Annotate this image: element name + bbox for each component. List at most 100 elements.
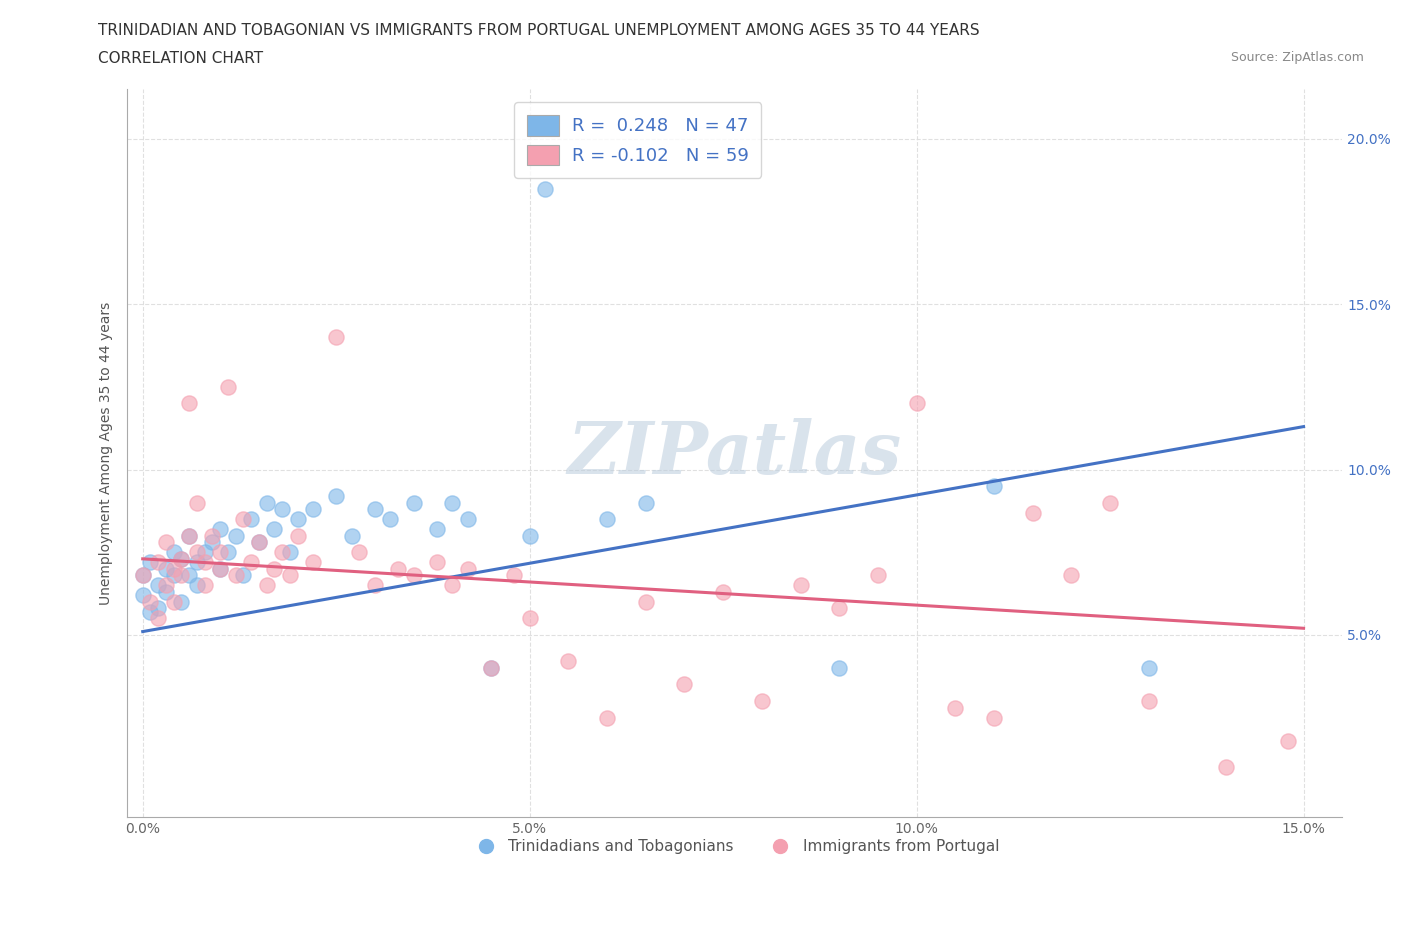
- Point: [519, 611, 541, 626]
- Point: [179, 528, 201, 543]
- Point: [287, 528, 309, 543]
- Point: [828, 660, 851, 675]
- Point: [163, 545, 186, 560]
- Point: [457, 512, 479, 526]
- Point: [225, 528, 247, 543]
- Point: [340, 528, 363, 543]
- Point: [163, 594, 186, 609]
- Point: [155, 562, 177, 577]
- Point: [557, 654, 579, 669]
- Point: [148, 554, 170, 569]
- Point: [1277, 733, 1299, 748]
- Text: CORRELATION CHART: CORRELATION CHART: [98, 51, 263, 66]
- Point: [479, 660, 502, 675]
- Point: [201, 535, 224, 550]
- Point: [209, 522, 232, 537]
- Point: [1060, 568, 1083, 583]
- Point: [1021, 505, 1043, 520]
- Legend: Trinidadians and Tobagonians, Immigrants from Portugal: Trinidadians and Tobagonians, Immigrants…: [464, 832, 1005, 860]
- Point: [387, 562, 409, 577]
- Point: [711, 584, 734, 599]
- Point: [232, 568, 254, 583]
- Point: [179, 396, 201, 411]
- Point: [186, 578, 208, 592]
- Point: [751, 694, 773, 709]
- Point: [179, 568, 201, 583]
- Point: [240, 554, 263, 569]
- Point: [441, 578, 464, 592]
- Point: [209, 562, 232, 577]
- Point: [1099, 495, 1122, 510]
- Text: Source: ZipAtlas.com: Source: ZipAtlas.com: [1230, 51, 1364, 64]
- Point: [217, 379, 239, 394]
- Point: [170, 551, 193, 566]
- Point: [139, 604, 162, 619]
- Point: [209, 562, 232, 577]
- Point: [634, 594, 657, 609]
- Point: [534, 181, 557, 196]
- Point: [828, 601, 851, 616]
- Point: [325, 330, 347, 345]
- Point: [247, 535, 270, 550]
- Point: [271, 545, 294, 560]
- Point: [402, 495, 425, 510]
- Point: [232, 512, 254, 526]
- Point: [325, 488, 347, 503]
- Point: [186, 554, 208, 569]
- Point: [155, 535, 177, 550]
- Point: [155, 584, 177, 599]
- Point: [426, 554, 449, 569]
- Point: [148, 611, 170, 626]
- Point: [155, 578, 177, 592]
- Point: [983, 479, 1005, 494]
- Point: [132, 568, 155, 583]
- Point: [139, 594, 162, 609]
- Point: [364, 578, 387, 592]
- Point: [426, 522, 449, 537]
- Point: [519, 528, 541, 543]
- Point: [170, 551, 193, 566]
- Point: [596, 512, 619, 526]
- Point: [1137, 694, 1160, 709]
- Point: [866, 568, 889, 583]
- Point: [256, 495, 278, 510]
- Point: [163, 562, 186, 577]
- Text: ZIPatlas: ZIPatlas: [568, 418, 901, 488]
- Point: [194, 578, 217, 592]
- Y-axis label: Unemployment Among Ages 35 to 44 years: Unemployment Among Ages 35 to 44 years: [100, 301, 114, 604]
- Point: [789, 578, 811, 592]
- Point: [256, 578, 278, 592]
- Point: [263, 562, 285, 577]
- Point: [278, 545, 301, 560]
- Point: [170, 594, 193, 609]
- Point: [247, 535, 270, 550]
- Point: [402, 568, 425, 583]
- Point: [596, 711, 619, 725]
- Point: [179, 528, 201, 543]
- Point: [194, 554, 217, 569]
- Point: [170, 568, 193, 583]
- Point: [1215, 760, 1237, 775]
- Point: [905, 396, 928, 411]
- Point: [194, 545, 217, 560]
- Point: [132, 588, 155, 603]
- Point: [634, 495, 657, 510]
- Point: [263, 522, 285, 537]
- Point: [163, 568, 186, 583]
- Point: [287, 512, 309, 526]
- Point: [201, 528, 224, 543]
- Point: [186, 495, 208, 510]
- Point: [278, 568, 301, 583]
- Point: [302, 502, 325, 517]
- Point: [457, 562, 479, 577]
- Point: [503, 568, 526, 583]
- Point: [673, 677, 696, 692]
- Point: [148, 578, 170, 592]
- Point: [271, 502, 294, 517]
- Point: [217, 545, 239, 560]
- Point: [364, 502, 387, 517]
- Point: [943, 700, 966, 715]
- Point: [380, 512, 402, 526]
- Point: [1137, 660, 1160, 675]
- Point: [479, 660, 502, 675]
